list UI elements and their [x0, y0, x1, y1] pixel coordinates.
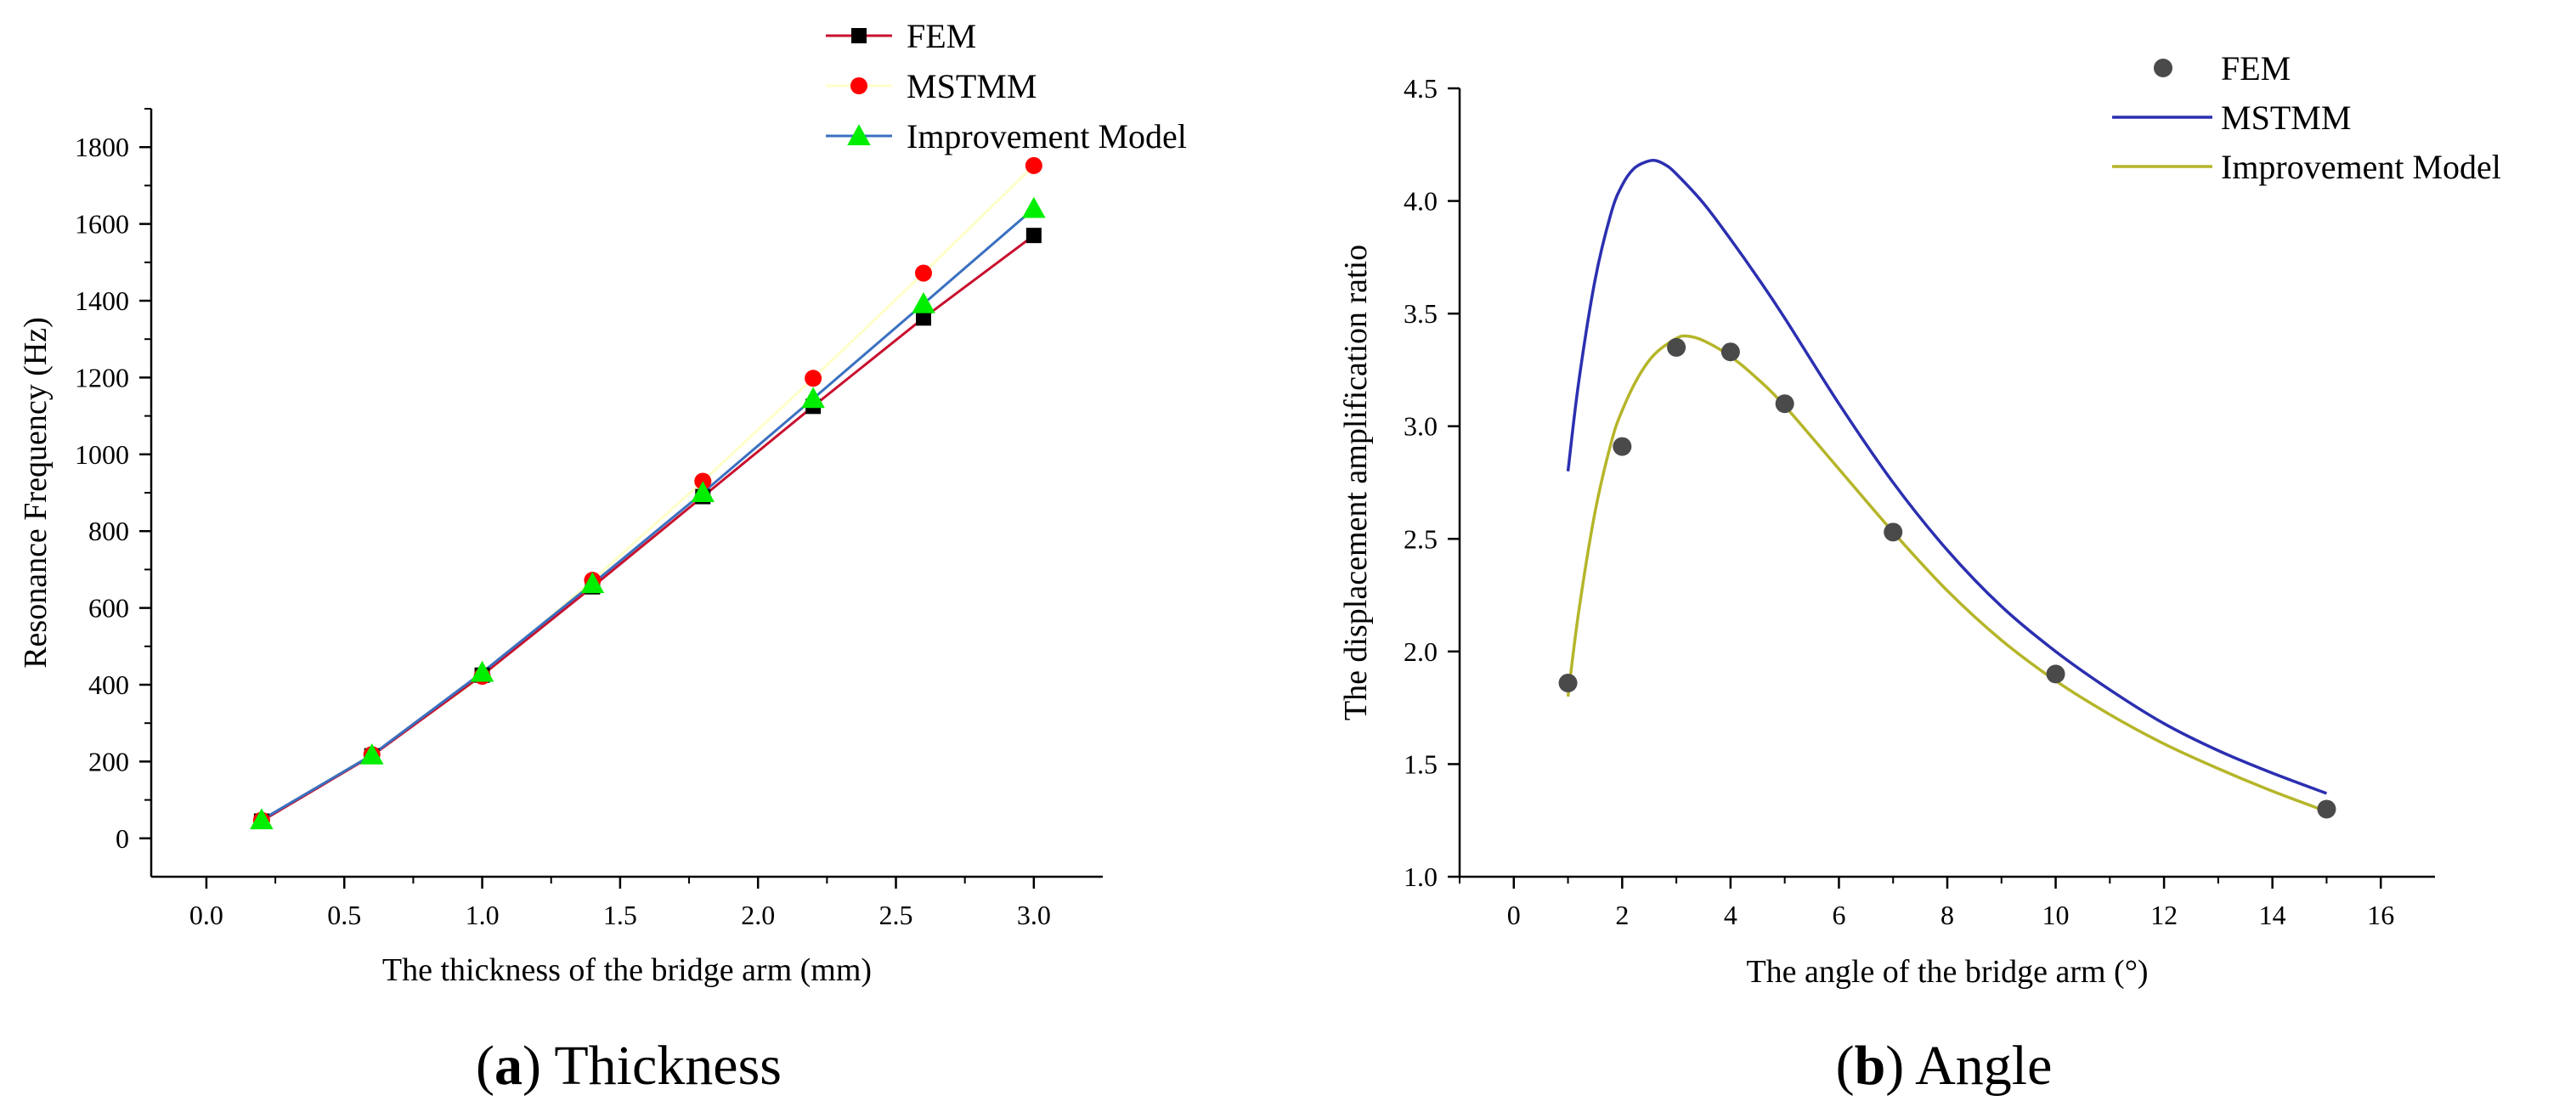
panel-a-y-tick-label: 1200 — [75, 362, 129, 392]
legend-label: MSTMM — [2221, 99, 2351, 137]
caption-a-paren-open: ( — [476, 1035, 494, 1097]
data-point-fem — [1775, 394, 1794, 414]
panel-b-y-tick-label: 1.5 — [1404, 748, 1438, 779]
panel-b-y-tick-label: 4.5 — [1404, 73, 1438, 104]
legend-label: Improvement Model — [907, 117, 1187, 155]
data-point-fem — [1025, 228, 1042, 244]
panel-b-x-tick-label: 10 — [2042, 900, 2070, 930]
panel-b-x-axis-label: The angle of the bridge arm (°) — [1746, 954, 2148, 990]
data-point-improvement-model — [801, 387, 825, 409]
caption-a-letter: a — [494, 1035, 523, 1097]
data-point-improvement-model — [1022, 196, 1046, 218]
legend-swatch-marker — [847, 124, 871, 145]
legend-label: Improvement Model — [2221, 148, 2501, 186]
panel-a-x-tick-label: 2.5 — [879, 900, 913, 930]
panel-a-x-tick-label: 0.5 — [327, 900, 361, 930]
panel-b-y-tick-label: 2.5 — [1404, 523, 1438, 554]
panel-b-x-tick-label: 4 — [1724, 900, 1737, 930]
panel-b-y-tick-label: 1.0 — [1404, 861, 1438, 892]
legend-label: FEM — [2221, 49, 2291, 88]
panel-a-y-tick-label: 1000 — [75, 439, 129, 470]
caption-a-text: Thickness — [554, 1035, 782, 1097]
panel-b-y-tick-label: 3.5 — [1404, 298, 1438, 329]
caption-a: (a) Thickness — [476, 1035, 782, 1097]
panel-a-x-tick-label: 2.0 — [741, 900, 775, 930]
data-point-mstmm — [805, 370, 822, 387]
panel-a-y-tick-label: 1800 — [75, 132, 129, 162]
data-point-fem — [1667, 337, 1686, 357]
legend-swatch-marker — [2154, 59, 2172, 77]
data-point-improvement-model — [912, 291, 935, 313]
panel-a-x-tick-label: 1.5 — [603, 900, 637, 930]
panel-b-angle: 0 2 4 6 8 10 12 14 16 1.0 1.5 2.0 2.5 3.0 3.5 4.0 4.5 The… — [1338, 49, 2501, 990]
panel-a-y-tick-label: 400 — [88, 669, 129, 700]
data-point-mstmm — [914, 264, 932, 282]
panel-a-y-axis-label: Resonance Frequency (Hz) — [18, 317, 54, 669]
panel-a-x-axis-label: The thickness of the bridge arm (mm) — [382, 952, 872, 988]
legend-label: FEM — [907, 17, 976, 55]
panel-b-x-tick-label: 16 — [2367, 900, 2394, 930]
data-point-improvement-model — [580, 572, 605, 594]
panel-a-y-tick-label: 200 — [88, 746, 129, 776]
series-curve-improvement-model — [1566, 334, 2328, 813]
caption-b: (b) Angle — [1836, 1035, 2053, 1097]
series-curve-mstmm — [1566, 159, 2328, 795]
panel-a-x-tick-label: 3.0 — [1017, 900, 1051, 930]
data-point-fem — [2317, 799, 2336, 819]
panel-a-x-tick-label: 1.0 — [466, 900, 500, 930]
caption-b-text: Angle — [1915, 1035, 2052, 1097]
panel-b-y-tick-label: 2.0 — [1404, 636, 1438, 667]
series-line-mstmm — [261, 164, 1035, 822]
caption-b-paren-open: ( — [1836, 1035, 1855, 1097]
panel-a-y-tick-label: 1400 — [75, 285, 129, 316]
panel-b-y-axis-label: The displacement amplification ratio — [1338, 245, 1374, 720]
data-point-mstmm — [1025, 156, 1042, 174]
panel-a-thickness: 0.0 0.5 1.0 1.5 2.0 2.5 3.0 0 200 400 600 800 1000 12… — [18, 17, 1187, 988]
data-point-fem — [915, 310, 931, 326]
data-point-improvement-model — [691, 481, 715, 502]
caption-b-letter: b — [1855, 1035, 1886, 1097]
series-line-improvement-model — [261, 207, 1035, 822]
panel-b-x-tick-label: 12 — [2150, 900, 2178, 930]
panel-b-x-tick-label: 0 — [1507, 900, 1521, 930]
data-point-improvement-model — [250, 808, 274, 830]
panel-b-y-tick-label: 4.0 — [1404, 186, 1438, 217]
legend-swatch-marker — [850, 77, 867, 94]
data-point-fem — [1720, 342, 1740, 362]
panel-a-x-tick-label: 0.0 — [189, 900, 223, 930]
panel-a-y-tick-label: 0 — [116, 823, 129, 854]
panel-b-x-tick-label: 6 — [1832, 900, 1845, 930]
data-point-fem — [2046, 664, 2065, 684]
data-point-fem — [1884, 522, 1903, 542]
panel-a-y-tick-label: 800 — [88, 516, 129, 546]
panel-b-x-tick-label: 8 — [1940, 900, 1954, 930]
panel-b-x-tick-label: 14 — [2259, 900, 2286, 930]
data-point-fem — [1558, 673, 1578, 692]
panel-b-x-tick-label: 2 — [1615, 900, 1629, 930]
panel-a-y-tick-label: 1600 — [75, 209, 129, 240]
data-point-improvement-model — [470, 660, 494, 682]
caption-a-paren-close: ) — [523, 1035, 554, 1097]
panel-b-y-tick-label: 3.0 — [1404, 411, 1438, 442]
data-point-fem — [1613, 437, 1632, 456]
panel-a-y-tick-label: 600 — [88, 593, 129, 624]
legend-label: MSTMM — [907, 67, 1037, 105]
legend-swatch-marker — [851, 28, 867, 43]
data-point-improvement-model — [359, 743, 384, 765]
caption-b-paren-close: ) — [1885, 1035, 1915, 1097]
